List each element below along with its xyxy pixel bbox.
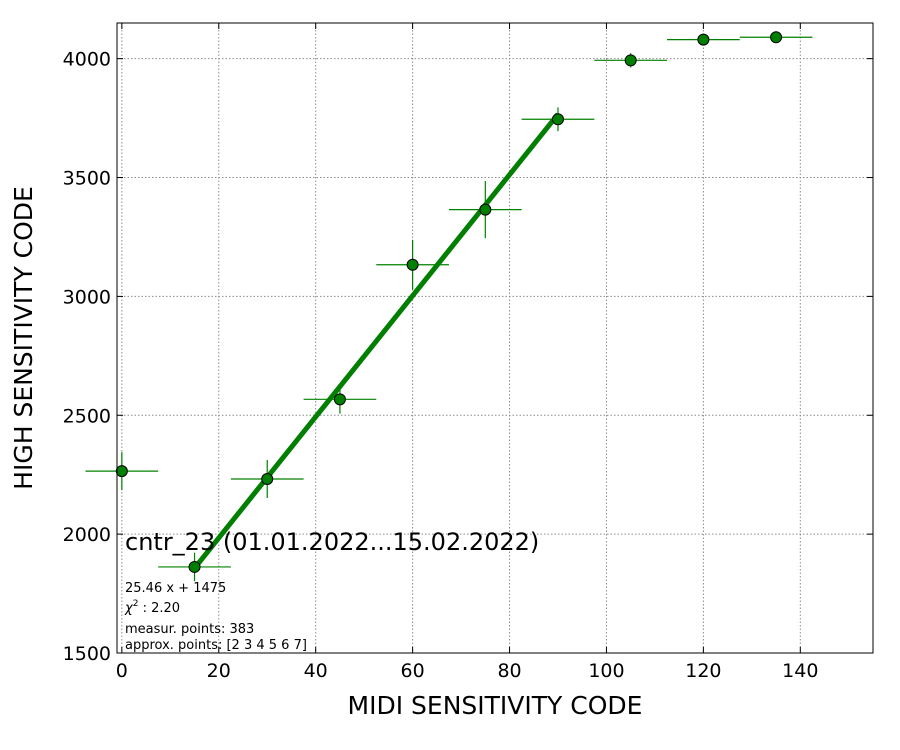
plot-frame [116,22,874,654]
point-marker [261,472,274,485]
x-tick-label: 120 [685,660,721,682]
data-point [448,181,522,239]
fit-line [192,112,560,570]
x-tick-label: 0 [116,660,128,682]
fit-line-group [192,112,560,570]
data-point [230,459,304,498]
x-tick-label: 80 [497,660,521,682]
point-marker [552,113,564,126]
y-tick-label: 1500 [63,643,111,665]
annotation-equation: 25.46 x + 1475 [125,581,226,596]
annotation-approx-points: approx. points: [2 3 4 5 6 7] [125,638,307,653]
data-point [158,552,231,582]
data-points [85,31,813,582]
annotation-title: cntr_23 (01.01.2022...15.02.2022) [125,528,539,556]
data-point [85,452,159,491]
point-marker [770,31,783,44]
data-point [739,31,813,44]
point-marker [479,203,492,216]
point-marker [188,560,201,573]
ticks: 0 20 40 60 80 100 120 140 1500 2000 2500 3000 3500 40… [63,23,873,682]
chi2-exponent: 2 [133,599,139,609]
chi2-value: : 2.20 [138,601,180,616]
y-tick-label: 4000 [63,49,111,71]
data-point [667,33,740,46]
y-tick-label: 3000 [63,286,111,308]
x-tick-label: 40 [304,660,328,682]
x-tick-label: 60 [401,660,425,682]
annotation-chi2: χ2 : 2.20 [124,599,180,616]
x-tick-label: 100 [588,660,624,682]
point-marker [697,33,710,46]
point-marker [406,258,419,271]
data-point [376,239,449,290]
data-point [594,53,668,68]
y-tick-label: 2000 [63,524,111,546]
data-point [303,385,377,414]
point-marker [333,393,346,406]
point-marker [115,465,128,478]
x-axis-label: MIDI SENSITIVITY CODE [348,691,643,720]
y-tick-label: 3500 [63,168,111,190]
chi2-symbol: χ [124,601,134,616]
grid [117,23,873,654]
annotation-measur-points: measur. points: 383 [125,622,254,637]
point-marker [624,54,637,67]
data-point [521,107,595,132]
y-tick-label: 2500 [63,405,111,427]
x-tick-label: 140 [782,660,818,682]
x-tick-label: 20 [207,660,231,682]
y-axis-label: HIGH SENSITIVITY CODE [9,186,38,490]
